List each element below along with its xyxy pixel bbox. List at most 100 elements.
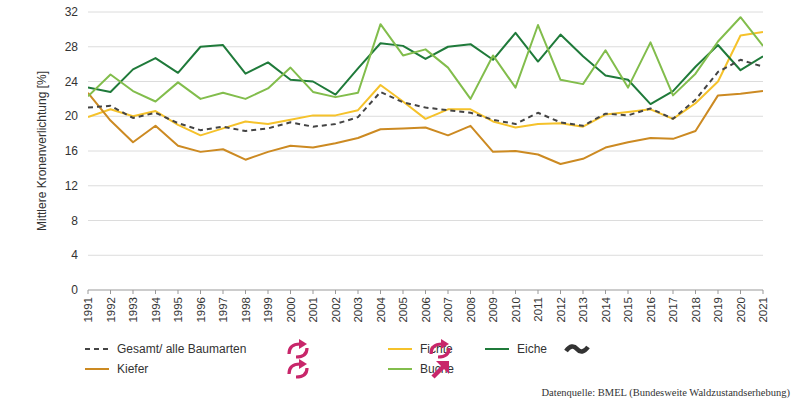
x-tick <box>200 290 201 294</box>
grid-line <box>88 255 763 256</box>
x-tick-label: 1999 <box>262 297 274 323</box>
legend-swatch <box>85 348 109 350</box>
x-tick <box>605 290 606 294</box>
legend-label: Kiefer <box>117 362 148 376</box>
grid-line <box>88 46 763 47</box>
grid-line <box>88 81 763 82</box>
legend-swatch <box>388 368 412 370</box>
x-tick-label: 2013 <box>577 297 589 323</box>
x-tick <box>88 290 89 294</box>
x-tick <box>110 290 111 294</box>
lines <box>88 17 763 164</box>
y-tick-label: 12 <box>65 179 79 193</box>
chart: 0481216202428321991199219931994199519961… <box>0 0 800 400</box>
x-tick <box>335 290 336 294</box>
x-tick <box>358 290 359 294</box>
x-tick <box>268 290 269 294</box>
x-tick-label: 2008 <box>465 297 477 323</box>
series-line <box>88 17 763 101</box>
y-tick-label: 32 <box>65 5 79 19</box>
x-tick-label: 2002 <box>330 297 342 323</box>
x-tick <box>470 290 471 294</box>
x-tick <box>178 290 179 294</box>
grid-line <box>88 220 763 221</box>
trend-icon <box>566 346 588 351</box>
legend-label: Eiche <box>517 342 547 356</box>
grid-line <box>88 116 763 117</box>
trend-icon <box>289 339 307 357</box>
series-line <box>88 32 763 135</box>
y-axis <box>88 12 89 290</box>
x-tick-label: 2010 <box>510 297 522 323</box>
x-tick-label: 1996 <box>195 297 207 323</box>
x-tick-label: 2003 <box>352 297 364 323</box>
x-tick <box>448 290 449 294</box>
x-tick <box>560 290 561 294</box>
x-tick <box>763 290 764 294</box>
grid <box>88 12 763 290</box>
x-tick-label: 2016 <box>645 297 657 323</box>
x-tick <box>493 290 494 294</box>
x-tick <box>313 290 314 294</box>
x-tick-label: 1993 <box>127 297 139 323</box>
grid-line <box>88 185 763 186</box>
x-tick-label: 2001 <box>307 297 319 323</box>
x-tick-label: 2020 <box>735 297 747 323</box>
y-tick-label: 4 <box>71 248 78 262</box>
x-tick <box>650 290 651 294</box>
x-tick-label: 2004 <box>375 296 387 322</box>
legend-swatch <box>85 368 109 370</box>
x-tick <box>290 290 291 294</box>
grid-line <box>88 12 763 13</box>
trend-icon <box>289 359 307 377</box>
x-tick-label: 2012 <box>555 297 567 323</box>
legend-swatch <box>388 348 412 350</box>
x-tick <box>718 290 719 294</box>
y-tick-label: 0 <box>71 283 78 297</box>
x-tick <box>740 290 741 294</box>
x-tick <box>515 290 516 294</box>
x-tick <box>538 290 539 294</box>
x-tick <box>155 290 156 294</box>
x-tick-label: 1998 <box>240 297 252 323</box>
x-tick <box>380 290 381 294</box>
source-note: Datenquelle: BMEL (Bundesweite Waldzusta… <box>542 387 791 399</box>
trend-icon <box>431 339 449 357</box>
x-tick-label: 2014 <box>600 296 612 322</box>
x-tick-label: 2005 <box>397 297 409 323</box>
y-tick-label: 24 <box>65 75 79 89</box>
x-tick-label: 2019 <box>712 297 724 323</box>
x-tick-label: 2015 <box>622 297 634 323</box>
x-tick-label: 2007 <box>442 297 454 323</box>
x-tick-label: 1994 <box>150 296 162 322</box>
x-tick <box>133 290 134 294</box>
x-tick-label: 2021 <box>757 297 769 323</box>
series-line <box>88 60 763 131</box>
x-tick-label: 2000 <box>285 297 297 323</box>
x-tick-label: 2017 <box>667 297 679 323</box>
x-tick <box>245 290 246 294</box>
x-tick <box>223 290 224 294</box>
x-tick-label: 2006 <box>420 297 432 323</box>
x-tick <box>583 290 584 294</box>
x-tick <box>628 290 629 294</box>
y-axis-label: Mittlere Kronenverlichtung [%] <box>35 71 49 231</box>
x-tick-label: 2009 <box>487 297 499 323</box>
y-tick-label: 20 <box>65 109 79 123</box>
x-tick-label: 2011 <box>532 297 544 322</box>
y-tick-label: 16 <box>65 144 79 158</box>
x-tick-label: 2018 <box>690 297 702 323</box>
x-tick-label: 1992 <box>105 297 117 323</box>
y-tick-label: 8 <box>71 214 78 228</box>
legend-label: Buche <box>420 362 454 376</box>
x-tick <box>425 290 426 294</box>
legend-label: Gesamt/ alle Baumarten <box>117 342 246 356</box>
x-tick-label: 1995 <box>172 297 184 323</box>
x-tick <box>695 290 696 294</box>
x-tick <box>403 290 404 294</box>
y-tick-label: 28 <box>65 40 79 54</box>
grid-line <box>88 151 763 152</box>
x-tick-label: 1997 <box>217 297 229 323</box>
legend-swatch <box>485 348 509 350</box>
trend-icon <box>433 361 449 377</box>
